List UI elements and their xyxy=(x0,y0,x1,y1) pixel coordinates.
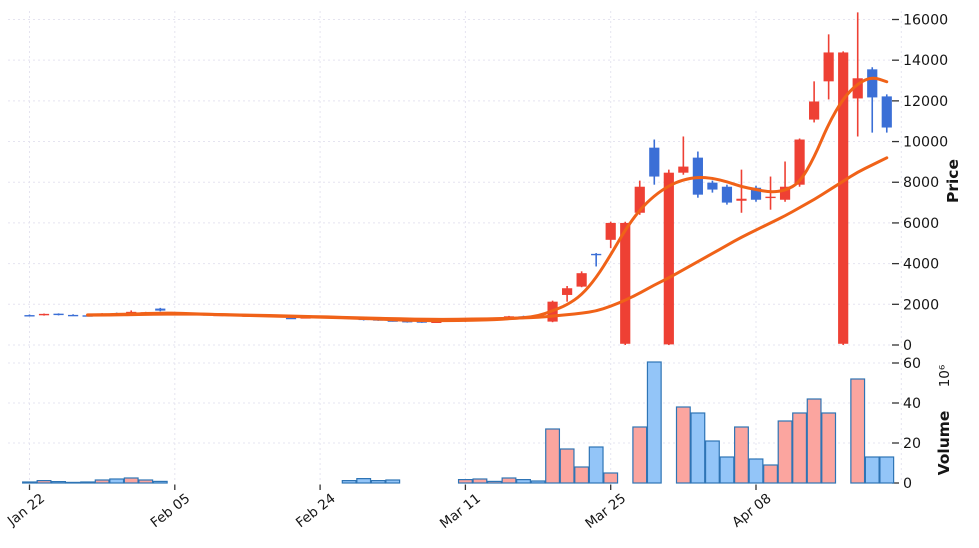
volume-tick-label: 60 xyxy=(903,356,921,372)
volume-bar xyxy=(385,479,401,484)
candle-body-up xyxy=(605,222,616,240)
candle-body-down xyxy=(721,186,733,203)
volume-bar xyxy=(530,480,546,484)
volume-bar xyxy=(763,464,778,484)
price-tick-label: 16000 xyxy=(903,12,948,28)
volume-bar xyxy=(588,446,604,484)
candle-body-up xyxy=(678,166,689,173)
price-tick-label: 10000 xyxy=(903,135,948,151)
candle-body-up xyxy=(576,273,587,287)
candle-body-up xyxy=(838,52,849,344)
volume-bar xyxy=(109,478,125,484)
price-tick-label: 14000 xyxy=(903,53,948,69)
volume-bar xyxy=(80,481,96,484)
candle-body-up xyxy=(431,321,442,324)
volume-bar xyxy=(748,458,764,484)
price-axis-title: Price xyxy=(944,159,962,203)
moving-average-slow-line xyxy=(86,156,889,321)
volume-bar xyxy=(603,472,619,484)
volume-scale-label: 10⁶ xyxy=(937,365,953,388)
volume-bar xyxy=(487,480,502,484)
candle-body-up xyxy=(620,222,631,344)
date-tick-label: Mar 25 xyxy=(582,491,629,533)
volume-axis-title: Volume xyxy=(935,411,953,476)
candle-body-down xyxy=(591,253,602,256)
volume-bar xyxy=(138,479,154,484)
date-tick-label: Jan 22 xyxy=(4,491,48,530)
volume-bar xyxy=(501,477,517,484)
date-tick-label: Feb 05 xyxy=(148,491,194,532)
volume-bar xyxy=(864,456,880,484)
volume-bar xyxy=(516,479,531,484)
candle-body-down xyxy=(24,315,35,317)
candle-body-down xyxy=(707,182,718,190)
volume-bar xyxy=(675,406,691,484)
price-tick-label: 8000 xyxy=(903,175,939,191)
candle-body-down xyxy=(53,313,64,316)
volume-bar xyxy=(51,481,67,484)
date-tick-label: Feb 24 xyxy=(293,491,339,532)
volume-bar xyxy=(792,412,808,484)
volume-bar xyxy=(806,398,822,484)
candle-body-up xyxy=(779,186,791,200)
price-tick-label: 6000 xyxy=(903,216,939,232)
volume-bar xyxy=(94,479,110,484)
moving-average-fast-line xyxy=(86,76,889,323)
price-tick-label: 0 xyxy=(903,338,912,354)
volume-bar xyxy=(356,478,372,484)
candle-body-up xyxy=(852,78,863,99)
volume-bar xyxy=(704,440,720,484)
volume-bar xyxy=(690,412,706,484)
candle-body-down xyxy=(750,187,762,200)
price-tick-label: 2000 xyxy=(903,297,939,313)
candle-body-up xyxy=(38,313,50,316)
candle-body-up xyxy=(562,288,573,295)
volume-bar xyxy=(65,481,81,484)
volume-bar xyxy=(472,478,488,484)
candle-body-up xyxy=(794,139,805,185)
volume-bar xyxy=(821,412,837,484)
candle-body-down xyxy=(155,308,166,311)
volume-bar xyxy=(341,480,357,484)
volume-bar xyxy=(22,481,37,484)
candle-body-down xyxy=(285,317,297,320)
candle-body-up xyxy=(634,186,645,213)
volume-bar xyxy=(850,378,866,484)
volume-bar xyxy=(734,426,749,484)
volume-bar xyxy=(370,480,386,484)
volume-bar xyxy=(719,456,735,484)
candle-body-up xyxy=(736,198,747,201)
date-tick-label: Apr 08 xyxy=(729,491,774,531)
volume-tick-label: 40 xyxy=(903,396,921,412)
candle-body-down xyxy=(67,314,79,317)
volume-tick-label: 20 xyxy=(903,436,921,452)
date-tick-label: Mar 11 xyxy=(437,491,484,533)
volume-bar xyxy=(879,456,895,484)
volume-bar xyxy=(152,480,168,484)
candle-body-up xyxy=(809,101,820,120)
candle-body-up xyxy=(765,196,776,199)
volume-bar xyxy=(632,426,648,484)
volume-bar xyxy=(457,479,473,484)
candle-body-down xyxy=(649,147,660,177)
price-tick-label: 12000 xyxy=(903,94,948,110)
chart-plot-area: 0 2000 4000 6000 8000 10000 12000 14000 16000 0 20… xyxy=(4,11,948,532)
volume-tick-label: 0 xyxy=(903,476,912,492)
volume-bar xyxy=(646,361,662,484)
volume-bar xyxy=(36,480,52,484)
candle-body-up xyxy=(663,172,674,345)
volume-bar xyxy=(559,448,575,484)
candle-body-down xyxy=(881,96,892,128)
volume-bar xyxy=(123,477,139,484)
candle-body-down xyxy=(867,69,878,98)
volume-bar xyxy=(777,420,793,484)
volume-bar xyxy=(574,466,590,484)
candle-body-up xyxy=(823,52,834,82)
price-tick-label: 4000 xyxy=(903,257,939,273)
volume-bar xyxy=(545,428,561,484)
